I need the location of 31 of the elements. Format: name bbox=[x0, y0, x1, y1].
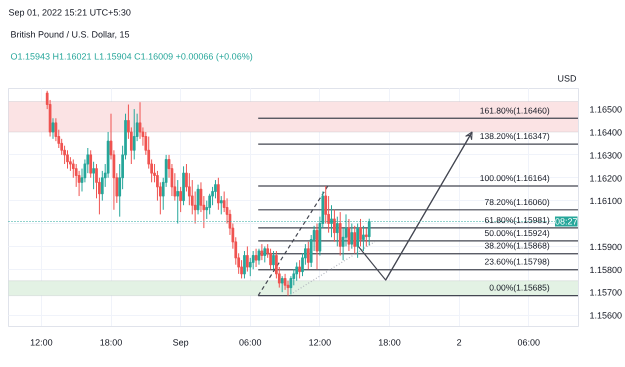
annotation: 61.80%(1.15981) bbox=[484, 214, 550, 225]
chart-subtitle: Sep 01, 2022 15:21 UTC+5:30 bbox=[8, 8, 131, 18]
x-tick-label: 06:00 bbox=[518, 338, 540, 348]
y-tick-label: 1.15800 bbox=[590, 264, 622, 275]
text: O1.15943 H1.16021 L1.15904 C1.16009 +0.00066 (+0.06%) bbox=[10, 52, 253, 62]
annotation: 08:27 bbox=[554, 216, 578, 226]
y-tick-label: 1.15700 bbox=[590, 288, 622, 298]
x-tick-label: 18:00 bbox=[100, 338, 122, 348]
annotation: 38.20%(1.15868) bbox=[484, 240, 550, 251]
annotation: 161.80%(1.16460) bbox=[480, 105, 550, 116]
x-tick-label: 12:00 bbox=[30, 338, 53, 348]
y-tick-label: 1.15600 bbox=[590, 310, 622, 321]
x-tick-label: 06:00 bbox=[239, 338, 262, 348]
x-tick-label: 12:00 bbox=[308, 338, 332, 348]
y-tick-label: 1.16400 bbox=[590, 127, 622, 138]
x-tick-label: 18:00 bbox=[378, 338, 401, 348]
chart-title: British Pound / U.S. Dollar, 15 bbox=[10, 30, 130, 40]
annotation: 78.20%(1.16060) bbox=[484, 196, 550, 207]
x-tick-label: Sep bbox=[172, 338, 189, 348]
annotation: 23.60%(1.15798) bbox=[484, 256, 550, 267]
annotation: 0.00%(1.15685) bbox=[489, 282, 550, 293]
y-tick-label: 1.16300 bbox=[590, 150, 622, 160]
y-tick-label: 1.16500 bbox=[590, 104, 622, 115]
annotation: 100.00%(1.16164) bbox=[480, 172, 550, 183]
annotation: 50.00%(1.15924) bbox=[484, 228, 550, 238]
x-tick-label: 2 bbox=[456, 338, 462, 348]
annotation: 138.20%(1.16347) bbox=[480, 131, 550, 142]
text: USD bbox=[558, 74, 577, 84]
y-tick-label: 1.16200 bbox=[590, 173, 622, 184]
y-tick-label: 1.15900 bbox=[590, 242, 622, 252]
y-tick-label: 1.16100 bbox=[590, 196, 622, 206]
